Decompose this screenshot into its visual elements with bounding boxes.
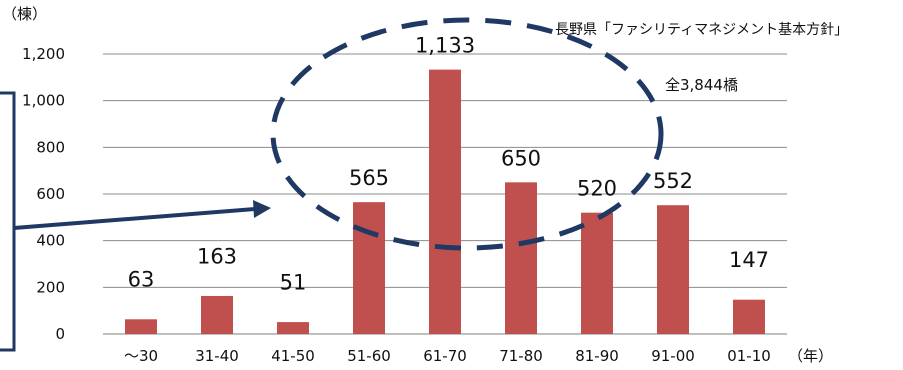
highlight-ellipse	[270, 17, 664, 251]
bar	[657, 205, 689, 334]
data-label: 51	[280, 270, 307, 294]
bar	[733, 299, 765, 334]
data-label: 147	[729, 248, 769, 272]
y-tick-label: 600	[36, 185, 65, 203]
bar	[581, 212, 613, 334]
total-annotation: 全3,844橋	[665, 76, 738, 94]
x-tick-label: 01-10	[727, 347, 771, 365]
y-tick-label: 1,000	[22, 92, 65, 110]
data-label: 565	[349, 166, 389, 190]
y-tick-label: 1,200	[22, 45, 65, 63]
data-label: 1,133	[415, 34, 475, 58]
data-label: 163	[197, 244, 237, 268]
x-axis-unit-label: （年）	[788, 347, 833, 365]
x-axis-ticks: ～30 31-40 41-50 51-60 61-70 71-80 81-90 91-00 01…	[124, 347, 771, 365]
x-tick-label: 61-70	[423, 347, 467, 365]
y-tick-label: 200	[36, 278, 65, 296]
bar	[201, 295, 233, 334]
data-label: 63	[128, 268, 155, 292]
data-label: 650	[501, 146, 541, 170]
y-axis-ticks: 0 200 400 600 800 1,000 1,200	[22, 45, 65, 343]
source-label: 長野県「ファシリティマネジメント基本方針」	[555, 21, 848, 38]
left-bracket	[0, 91, 16, 352]
data-label: 520	[577, 177, 617, 201]
x-tick-label: 41-50	[271, 347, 315, 365]
y-tick-label: 400	[36, 232, 65, 250]
y-axis-unit-label: （棟）	[2, 5, 47, 23]
data-labels: 63 163 51 565 1,133 650 520 552 147	[128, 34, 769, 295]
data-label: 552	[653, 169, 693, 193]
y-tick-label: 800	[36, 138, 65, 156]
x-tick-label: ～30	[124, 347, 158, 365]
y-tick-label: 0	[55, 325, 65, 343]
x-tick-label: 91-00	[651, 347, 695, 365]
annotation-arrow-head	[253, 200, 271, 218]
x-tick-label: 71-80	[499, 347, 543, 365]
x-tick-label: 51-60	[347, 347, 391, 365]
bar	[353, 202, 385, 334]
bar	[505, 182, 537, 334]
bar	[429, 69, 461, 334]
bar	[125, 319, 157, 334]
bar	[277, 322, 309, 334]
x-tick-label: 81-90	[575, 347, 619, 365]
x-tick-label: 31-40	[195, 347, 239, 365]
bars	[125, 69, 765, 334]
annotation-arrow-shaft	[13, 207, 256, 230]
